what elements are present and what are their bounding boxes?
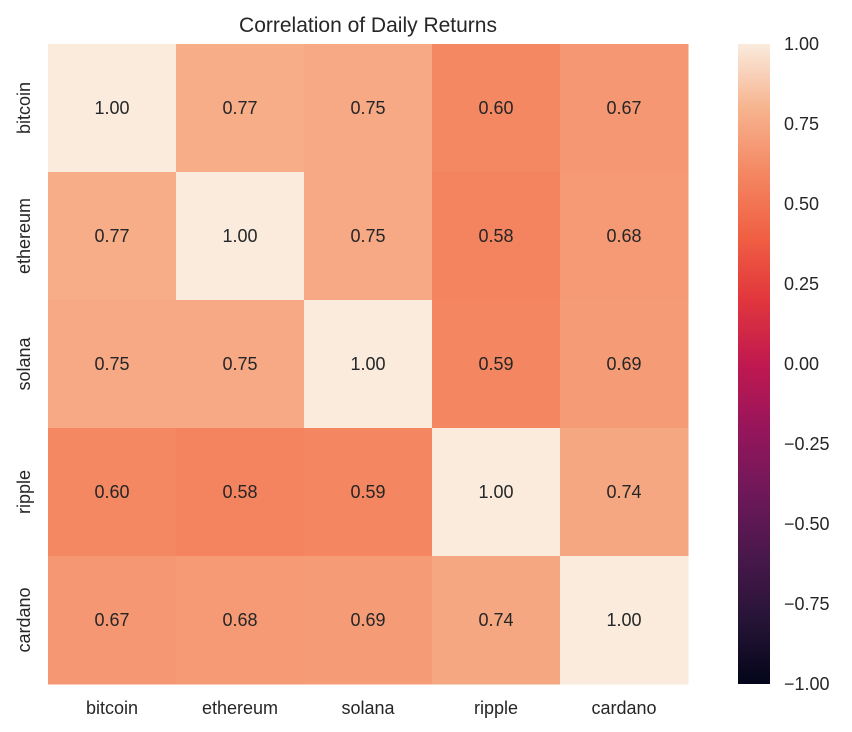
y-tick-label-cardano: cardano bbox=[14, 587, 34, 652]
cell-value-label-ethereum-solana: 0.75 bbox=[350, 226, 385, 246]
heatmap-cell-ethereum-bitcoin bbox=[48, 172, 177, 301]
heatmap-cell-bitcoin-ripple bbox=[432, 44, 561, 173]
cell-value-label-ethereum-bitcoin: 0.77 bbox=[94, 226, 129, 246]
cell-value-label-ethereum-cardano: 0.68 bbox=[606, 226, 641, 246]
heatmap-cell-bitcoin-bitcoin bbox=[48, 44, 177, 173]
colorbar-tick-label-4: 0.00 bbox=[784, 354, 819, 374]
heatmap-cell-ripple-ethereum bbox=[176, 428, 305, 557]
chart-title: Correlation of Daily Returns bbox=[239, 14, 497, 37]
heatmap-cell-bitcoin-ethereum bbox=[176, 44, 305, 173]
colorbar-tick-label-2: 0.50 bbox=[784, 194, 819, 214]
heatmap-cell-cardano-cardano bbox=[560, 556, 689, 685]
heatmap-cell-bitcoin-cardano bbox=[560, 44, 689, 173]
cell-value-label-ethereum-ripple: 0.58 bbox=[478, 226, 513, 246]
y-tick-label-ethereum: ethereum bbox=[14, 198, 34, 274]
x-tick-label-ripple: ripple bbox=[474, 698, 518, 718]
heatmap-cell-cardano-ripple bbox=[432, 556, 561, 685]
cell-value-label-cardano-bitcoin: 0.67 bbox=[94, 610, 129, 630]
cell-value-label-solana-ripple: 0.59 bbox=[478, 354, 513, 374]
cell-value-label-solana-ethereum: 0.75 bbox=[222, 354, 257, 374]
colorbar-tick-label-8: −1.00 bbox=[784, 674, 830, 694]
cell-value-label-ripple-ethereum: 0.58 bbox=[222, 482, 257, 502]
cell-value-label-ripple-ripple: 1.00 bbox=[478, 482, 513, 502]
heatmap-cell-solana-ripple bbox=[432, 300, 561, 429]
cell-value-label-bitcoin-bitcoin: 1.00 bbox=[94, 98, 129, 118]
cell-value-label-cardano-ethereum: 0.68 bbox=[222, 610, 257, 630]
heatmap-cell-ripple-bitcoin bbox=[48, 428, 177, 557]
cell-value-label-ethereum-ethereum: 1.00 bbox=[222, 226, 257, 246]
cell-value-label-solana-bitcoin: 0.75 bbox=[94, 354, 129, 374]
heatmap-cell-ethereum-solana bbox=[304, 172, 433, 301]
heatmap-cell-solana-cardano bbox=[560, 300, 689, 429]
y-tick-label-ripple: ripple bbox=[14, 470, 34, 514]
colorbar-tick-labels: 1.00 0.75 0.50 0.25 0.00 −0.25 −0.50 −0.75 −1.00 bbox=[784, 34, 830, 694]
y-tick-label-solana: solana bbox=[14, 336, 34, 390]
heatmap-cell-ethereum-ethereum bbox=[176, 172, 305, 301]
heatmap-cell-ripple-solana bbox=[304, 428, 433, 557]
cell-value-label-solana-solana: 1.00 bbox=[350, 354, 385, 374]
cell-value-label-bitcoin-cardano: 0.67 bbox=[606, 98, 641, 118]
heatmap-cell-cardano-solana bbox=[304, 556, 433, 685]
cell-value-label-cardano-solana: 0.69 bbox=[350, 610, 385, 630]
heatmap-cell-bitcoin-solana bbox=[304, 44, 433, 173]
y-axis-tick-labels: bitcoin ethereum solana ripple cardano bbox=[14, 82, 34, 653]
colorbar bbox=[738, 44, 770, 684]
heatmap-cell-ripple-ripple bbox=[432, 428, 561, 557]
heatmap-cell-ripple-cardano bbox=[560, 428, 689, 557]
colorbar-tick-label-3: 0.25 bbox=[784, 274, 819, 294]
x-tick-label-ethereum: ethereum bbox=[202, 698, 278, 718]
colorbar-tick-label-5: −0.25 bbox=[784, 434, 830, 454]
colorbar-tick-label-0: 1.00 bbox=[784, 34, 819, 54]
x-tick-label-bitcoin: bitcoin bbox=[86, 698, 138, 718]
colorbar-tick-label-1: 0.75 bbox=[784, 114, 819, 134]
cell-value-label-bitcoin-solana: 0.75 bbox=[350, 98, 385, 118]
heatmap-cell-ethereum-cardano bbox=[560, 172, 689, 301]
x-tick-label-cardano: cardano bbox=[591, 698, 656, 718]
heatmap-cells bbox=[48, 44, 689, 685]
heatmap-cell-ethereum-ripple bbox=[432, 172, 561, 301]
colorbar-tick-label-7: −0.75 bbox=[784, 594, 830, 614]
colorbar-tick-label-6: −0.50 bbox=[784, 514, 830, 534]
heatmap-cell-labels: 1.00 0.77 0.75 0.60 0.67 0.77 1.00 0.75 0.58 0.68… bbox=[94, 98, 641, 630]
x-tick-label-solana: solana bbox=[341, 698, 395, 718]
cell-value-label-bitcoin-ethereum: 0.77 bbox=[222, 98, 257, 118]
cell-value-label-ripple-bitcoin: 0.60 bbox=[94, 482, 129, 502]
cell-value-label-bitcoin-ripple: 0.60 bbox=[478, 98, 513, 118]
cell-value-label-cardano-cardano: 1.00 bbox=[606, 610, 641, 630]
cell-value-label-cardano-ripple: 0.74 bbox=[478, 610, 513, 630]
cell-value-label-ripple-cardano: 0.74 bbox=[606, 482, 641, 502]
heatmap-cell-cardano-ethereum bbox=[176, 556, 305, 685]
x-axis-tick-labels: bitcoin ethereum solana ripple cardano bbox=[86, 698, 657, 718]
y-tick-label-bitcoin: bitcoin bbox=[14, 82, 34, 134]
heatmap-cell-cardano-bitcoin bbox=[48, 556, 177, 685]
cell-value-label-ripple-solana: 0.59 bbox=[350, 482, 385, 502]
heatmap-cell-solana-solana bbox=[304, 300, 433, 429]
cell-value-label-solana-cardano: 0.69 bbox=[606, 354, 641, 374]
heatmap-cell-solana-bitcoin bbox=[48, 300, 177, 429]
heatmap-cell-solana-ethereum bbox=[176, 300, 305, 429]
